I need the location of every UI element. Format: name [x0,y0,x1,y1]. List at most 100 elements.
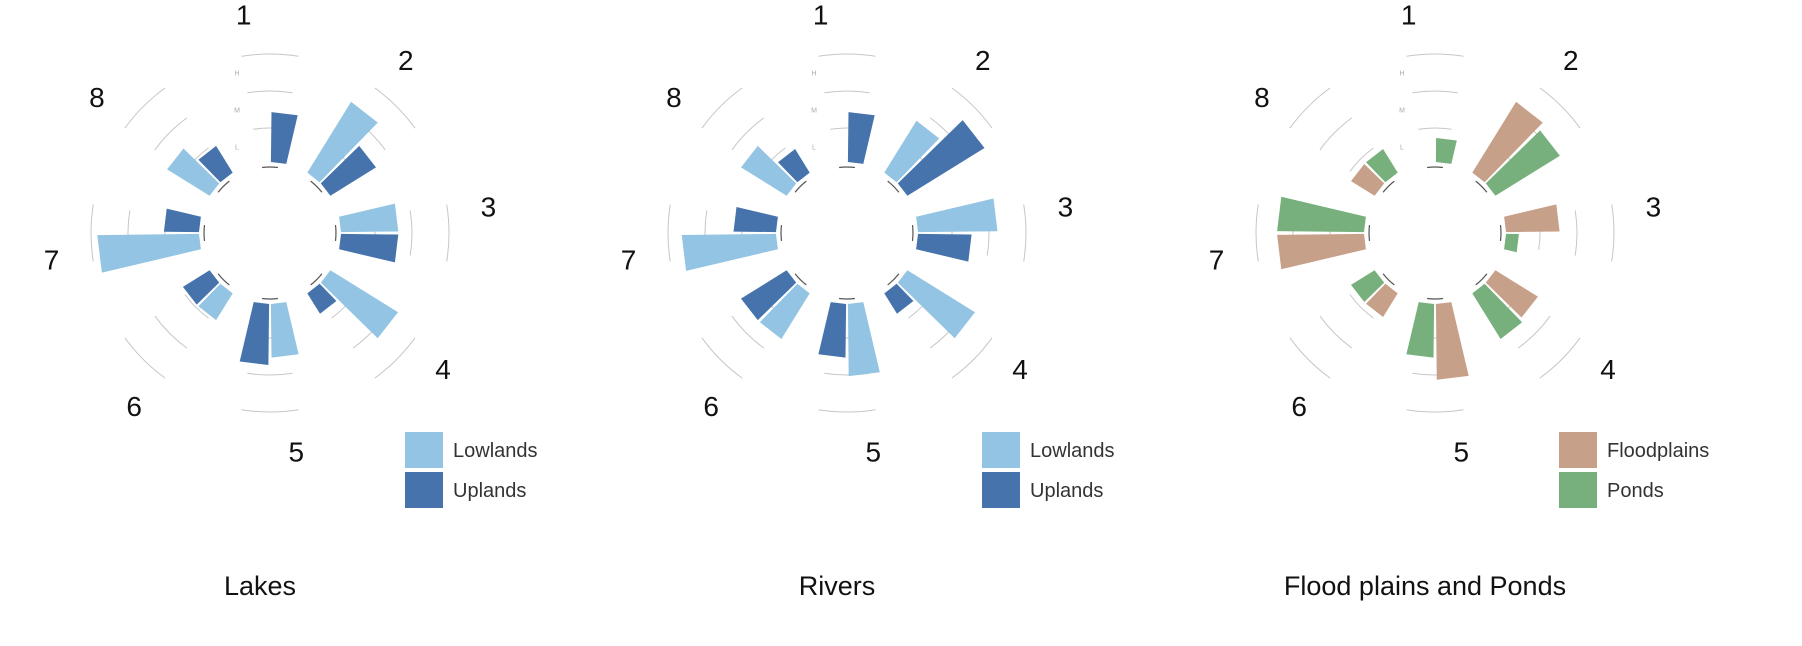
bar-lowlands-seg-6 [198,283,233,321]
legend-swatch-lowlands [405,432,443,468]
legend-swatch-lowlands [982,432,1020,468]
legend-swatch-uplands [982,472,1020,508]
chart-floodplains-ponds: L M H 1 2 3 4 5 6 7 8 Floodplains Ponds Flood plains … [1209,0,1709,601]
grid-arc [951,87,993,129]
bar-ponds-seg-2 [1485,130,1560,196]
segment-label-6: 6 [1291,391,1307,422]
bar-ponds-seg-4 [1472,283,1523,339]
segment-label-7: 7 [1209,244,1225,275]
bar-lowlands-seg-2 [307,101,378,183]
grid-arc [1574,210,1578,256]
base-arc [217,180,230,193]
grid-arc [1406,409,1464,413]
bar-uplands-seg-5 [239,302,270,365]
bar-ponds-seg-6 [1351,270,1385,302]
bar-lowlands-seg-4 [320,270,398,339]
bar-lowlands-seg-8 [741,145,797,196]
grid-arc [818,53,876,57]
bar-lowlands-seg-5 [270,302,299,358]
bar-lowlands-seg-3 [339,203,399,233]
bar-uplands-seg-1 [270,112,298,164]
grid-arc [1349,147,1374,172]
grid-arc [446,204,450,262]
legend-label-ponds: Ponds [1607,480,1664,502]
bar-lowlands-seg-2 [884,120,940,183]
bar-lowlands-seg-4 [897,270,975,339]
ring-label-H: H [811,71,816,78]
bar-uplands-seg-4 [307,283,337,314]
grid-arc [241,53,299,57]
grid-arc [731,117,765,151]
grid-arc [247,90,293,94]
segment-label-6: 6 [703,391,719,422]
bar-floodplains-seg-8 [1351,164,1385,196]
segment-label-3: 3 [1058,192,1074,223]
bar-lowlands-seg-7 [681,233,778,271]
legend-label-lowlands: Lowlands [1030,440,1115,462]
grid-arc [374,337,416,379]
segment-label-8: 8 [666,82,682,113]
bar-uplands-seg-4 [884,283,914,314]
grid-arc [124,87,166,129]
bar-ponds-seg-5 [1406,302,1435,358]
grid-arc [1517,315,1551,349]
base-arc [1382,180,1395,193]
segment-label-7: 7 [621,244,637,275]
bar-uplands-seg-3 [339,233,399,263]
legend-label-uplands: Uplands [453,480,526,502]
base-arc [310,180,323,193]
bar-uplands-seg-8 [778,149,810,183]
grid-arc [154,315,188,349]
bar-ponds-seg-3 [1504,233,1519,253]
grid-arc [1319,117,1353,151]
grid-arc [1412,90,1458,94]
ring-label-H: H [1399,71,1404,78]
base-arc [887,273,900,286]
bar-uplands-seg-8 [198,145,233,183]
bar-floodplains-seg-5 [1435,302,1469,380]
ring-label-L: L [235,145,239,152]
segment-label-5: 5 [866,436,882,467]
base-arc [1475,180,1488,193]
chart-title: Rivers [799,571,876,601]
grid-arc [1611,204,1615,262]
grid-arc [1539,337,1581,379]
base-arc [887,180,900,193]
legend-swatch-ponds [1559,472,1597,508]
legend-swatch-floodplains [1559,432,1597,468]
grid-arc [1406,53,1464,57]
grid-arc [184,294,209,319]
bar-uplands-seg-7 [163,208,201,233]
bar-uplands-seg-2 [320,145,376,196]
legend-label-floodplains: Floodplains [1607,440,1709,462]
bar-ponds-seg-8 [1366,149,1398,183]
legend-swatch-uplands [405,472,443,508]
grid-arc [824,90,870,94]
grid-arc [124,337,166,379]
grid-arc [951,337,993,379]
segment-label-8: 8 [89,82,105,113]
grid-arc [1319,315,1353,349]
segment-label-2: 2 [398,45,414,76]
bar-uplands-seg-3 [916,233,972,262]
ring-label-L: L [1400,145,1404,152]
grid-arc [409,210,413,256]
grid-arc [90,204,94,262]
bar-uplands-seg-6 [182,270,220,305]
grid-arc [1418,127,1452,130]
segment-label-2: 2 [975,45,991,76]
segment-label-6: 6 [126,391,142,422]
ring-label-M: M [1399,108,1405,115]
grid-arc [731,315,765,349]
segment-label-5: 5 [1454,436,1470,467]
ring-label-M: M [811,108,817,115]
bar-lowlands-seg-7 [97,233,201,273]
bar-uplands-seg-5 [818,302,847,358]
bar-uplands-seg-2 [897,120,985,196]
bar-uplands-seg-1 [847,112,875,164]
bar-uplands-seg-7 [733,207,778,233]
grid-arc [1539,87,1581,129]
bar-lowlands-seg-6 [759,283,810,339]
chart-title: Flood plains and Ponds [1284,571,1566,601]
